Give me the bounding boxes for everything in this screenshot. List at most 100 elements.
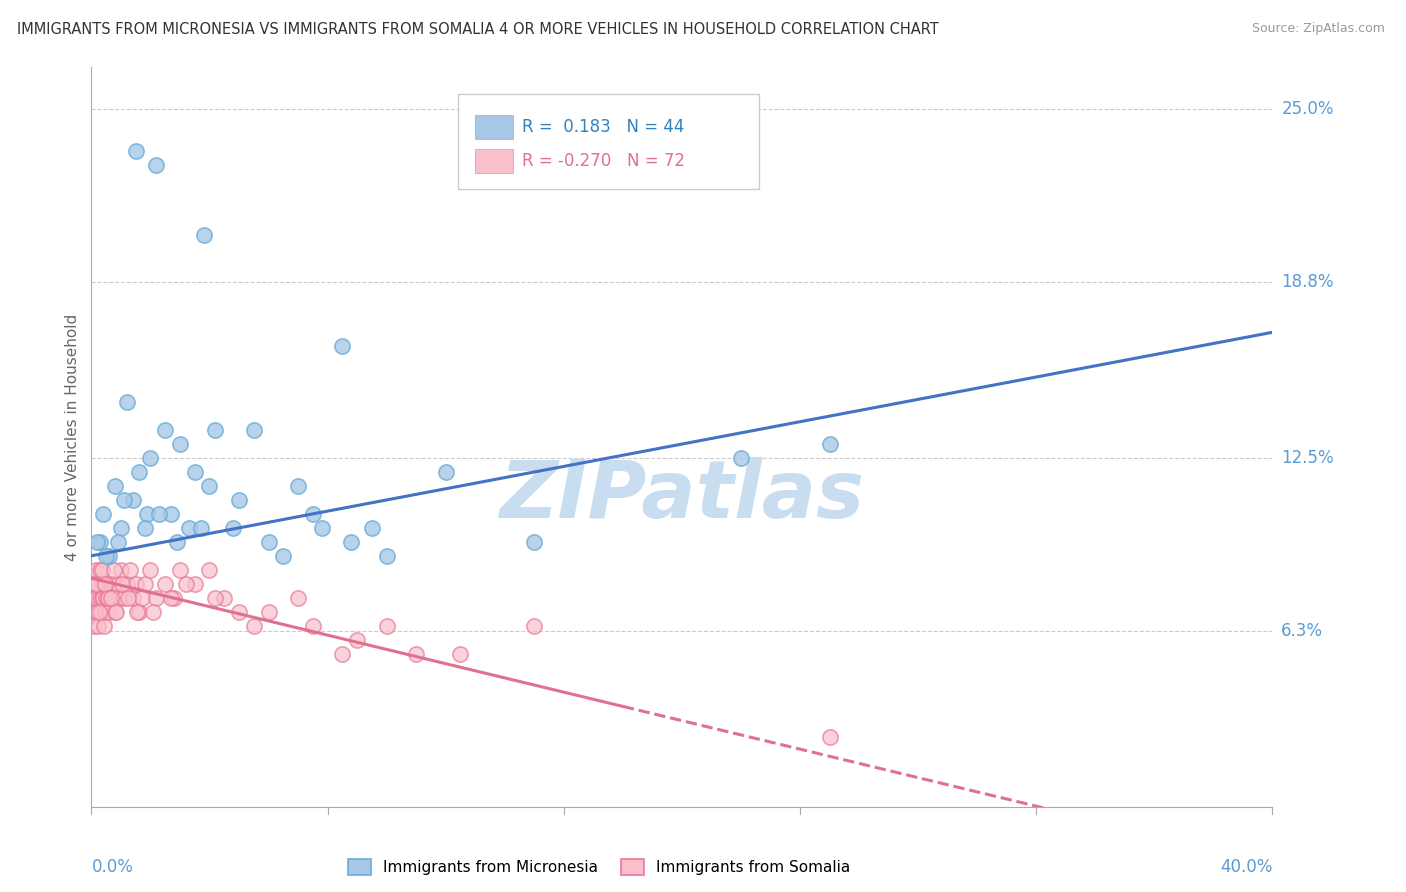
Point	[375, 618, 398, 632]
Point	[523, 618, 546, 632]
Point	[112, 591, 135, 605]
Point	[103, 563, 125, 577]
Point	[287, 591, 309, 605]
Point	[103, 576, 125, 591]
Point	[96, 576, 118, 591]
Point	[83, 576, 105, 591]
Point	[134, 576, 156, 591]
Point	[450, 647, 472, 661]
Point	[98, 605, 121, 619]
Point	[97, 591, 120, 605]
Point	[105, 605, 128, 619]
Point	[818, 731, 841, 745]
Point	[107, 576, 129, 591]
Point	[89, 534, 111, 549]
Point	[93, 576, 115, 591]
Point	[100, 591, 122, 605]
Point	[174, 576, 197, 591]
Point	[136, 507, 159, 521]
Point	[87, 618, 110, 632]
Text: 0.0%: 0.0%	[91, 857, 134, 876]
Text: IMMIGRANTS FROM MICRONESIA VS IMMIGRANTS FROM SOMALIA 4 OR MORE VEHICLES IN HOUS: IMMIGRANTS FROM MICRONESIA VS IMMIGRANTS…	[17, 22, 939, 37]
Text: 18.8%: 18.8%	[1281, 273, 1334, 291]
Point	[332, 339, 354, 353]
Point	[183, 576, 207, 591]
Point	[148, 507, 170, 521]
Text: Source: ZipAtlas.com: Source: ZipAtlas.com	[1251, 22, 1385, 36]
Text: R = -0.270   N = 72: R = -0.270 N = 72	[523, 152, 686, 169]
Point	[405, 647, 427, 661]
Point	[91, 591, 114, 605]
Point	[115, 395, 138, 409]
Point	[101, 591, 124, 605]
Point	[287, 479, 309, 493]
Point	[124, 576, 148, 591]
Point	[87, 576, 110, 591]
Text: 6.3%: 6.3%	[1281, 623, 1323, 640]
Point	[139, 450, 162, 465]
Point	[84, 563, 107, 577]
Point	[97, 591, 120, 605]
Point	[84, 591, 107, 605]
Point	[89, 563, 111, 577]
Point	[346, 632, 368, 647]
Point	[110, 521, 132, 535]
Point	[273, 549, 295, 563]
Point	[105, 591, 128, 605]
Point	[257, 534, 280, 549]
Point	[134, 521, 156, 535]
Point	[115, 576, 138, 591]
Point	[91, 576, 114, 591]
Point	[104, 479, 127, 493]
Point	[228, 492, 250, 507]
Text: 12.5%: 12.5%	[1281, 449, 1334, 467]
Point	[83, 618, 105, 632]
Point	[222, 521, 245, 535]
Point	[160, 507, 183, 521]
Point	[434, 465, 457, 479]
Point	[153, 423, 177, 437]
FancyBboxPatch shape	[457, 95, 759, 189]
Point	[96, 549, 118, 563]
Point	[86, 591, 108, 605]
Point	[82, 591, 104, 605]
Point	[90, 563, 112, 577]
Point	[332, 647, 354, 661]
Point	[93, 605, 115, 619]
Point	[118, 563, 141, 577]
Point	[169, 437, 191, 451]
Point	[340, 534, 363, 549]
Point	[108, 591, 131, 605]
Text: R =  0.183   N = 44: R = 0.183 N = 44	[523, 118, 685, 136]
Point	[204, 591, 226, 605]
Point	[107, 534, 129, 549]
Point	[87, 605, 110, 619]
Point	[169, 563, 191, 577]
Point	[91, 507, 114, 521]
Point	[139, 563, 162, 577]
Point	[145, 158, 167, 172]
Point	[100, 576, 122, 591]
Point	[301, 618, 323, 632]
Point	[98, 549, 121, 563]
Point	[111, 576, 134, 591]
Point	[523, 534, 546, 549]
Point	[730, 450, 752, 465]
Point	[86, 534, 108, 549]
Point	[86, 605, 108, 619]
Point	[198, 563, 221, 577]
Text: 25.0%: 25.0%	[1281, 100, 1334, 118]
Point	[311, 521, 333, 535]
Point	[131, 591, 153, 605]
Legend: Immigrants from Micronesia, Immigrants from Somalia: Immigrants from Micronesia, Immigrants f…	[342, 853, 856, 881]
Point	[177, 521, 200, 535]
Point	[153, 576, 177, 591]
Point	[84, 576, 107, 591]
Point	[142, 605, 165, 619]
Point	[160, 591, 183, 605]
Point	[112, 492, 135, 507]
Point	[204, 423, 226, 437]
FancyBboxPatch shape	[475, 115, 513, 139]
Point	[183, 465, 207, 479]
Point	[110, 563, 132, 577]
